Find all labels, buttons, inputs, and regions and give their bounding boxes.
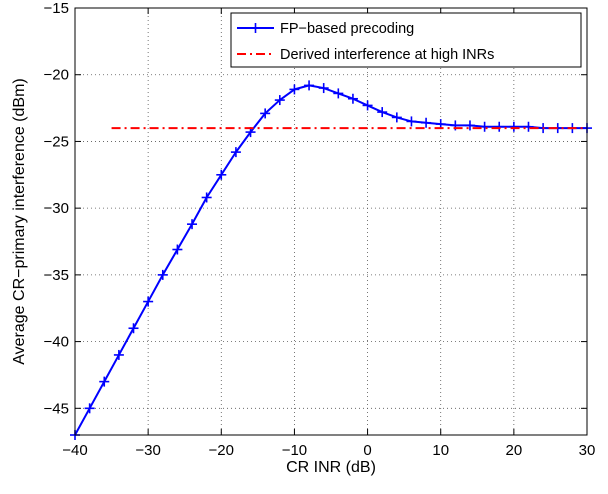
legend-box (230, 12, 582, 68)
y-tick-label: −30 (44, 200, 69, 217)
data-point (523, 121, 534, 132)
data-point (347, 93, 358, 104)
x-axis-label: CR INR (dB) (286, 459, 376, 476)
legend: FP−based precoding Derived interference … (230, 12, 582, 68)
data-point (333, 88, 344, 99)
y-tick-label: −40 (44, 334, 69, 351)
y-tick-label: −45 (44, 400, 69, 417)
ticks: −40 −30 −20 −10 0 10 20 30 −45 −40 −35 −30 −25 −20 −15 (44, 0, 596, 459)
data-point (157, 269, 168, 280)
data-point (406, 116, 417, 127)
axes-box (74, 7, 588, 436)
x-tick-label: −20 (209, 442, 234, 459)
data-point (187, 219, 198, 230)
data-point (113, 349, 124, 360)
y-tick-label: −20 (44, 67, 69, 84)
x-tick-label: −40 (62, 442, 87, 459)
data-point (464, 120, 475, 131)
data-point (128, 323, 139, 334)
x-tick-label: −30 (135, 442, 160, 459)
data-point (216, 169, 227, 180)
legend-label-fp-based-precoding: FP−based precoding (280, 21, 414, 37)
y-axis-label: Average CR−primary interference (dBm) (11, 78, 28, 364)
data-point (362, 100, 373, 111)
grid (75, 8, 587, 435)
data-point (201, 192, 212, 203)
data-point (260, 108, 271, 119)
data-point (289, 84, 300, 95)
data-point (508, 121, 519, 132)
x-tick-label: 0 (363, 442, 371, 459)
data-point (274, 95, 285, 106)
data-point (377, 107, 388, 118)
x-tick-label: −10 (282, 442, 307, 459)
x-tick-label: 30 (579, 442, 596, 459)
data-point (494, 121, 505, 132)
y-tick-label: −35 (44, 267, 69, 284)
data-point (479, 121, 490, 132)
x-tick-label: 10 (432, 442, 449, 459)
data-point (230, 147, 241, 158)
x-tick-label: 20 (506, 442, 523, 459)
legend-marker-fp-based-precoding (250, 23, 261, 33)
data-point (391, 112, 402, 123)
legend-label-derived-interference: Derived interference at high INRs (280, 47, 494, 63)
data-point (421, 117, 432, 128)
data-point (84, 403, 95, 414)
data-point (99, 376, 110, 387)
y-tick-label: −15 (44, 0, 69, 17)
data-point (143, 296, 154, 307)
plot-area (75, 8, 587, 435)
data-point (318, 83, 329, 94)
data-point (304, 80, 315, 91)
y-tick-label: −25 (44, 133, 69, 150)
data-point (172, 244, 183, 255)
